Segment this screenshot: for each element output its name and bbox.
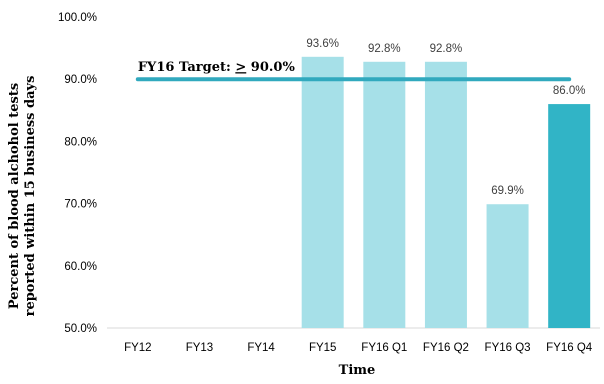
- x-tick-label: FY12: [124, 342, 152, 354]
- bar: [363, 61, 406, 329]
- x-tick-label: FY16 Q3: [485, 342, 531, 354]
- y-tick-label: 70.0%: [64, 199, 97, 211]
- data-label: 86.0%: [553, 85, 586, 97]
- y-tick-label: 80.0%: [64, 136, 97, 148]
- x-tick-label: FY15: [309, 342, 337, 354]
- x-tick-label: FY13: [186, 342, 214, 354]
- labels-layer: 93.6% 92.8% 92.8% 69.9% 86.0%: [306, 38, 585, 197]
- x-tick-label: FY16 Q1: [361, 342, 407, 354]
- x-axis-title: Time: [339, 363, 376, 378]
- y-axis-title-line-2: reported within 15 business days: [23, 76, 38, 317]
- axes-layer: 50.0% 60.0% 70.0% 80.0% 90.0% 100.0% FY12 FY13 F…: [58, 12, 600, 354]
- y-axis-title-line-1: Percent of blood alchohol tests: [7, 83, 22, 309]
- x-tick-label: FY16 Q4: [546, 342, 593, 354]
- y-tick-label: 50.0%: [64, 323, 97, 335]
- data-label: 69.9%: [491, 185, 524, 197]
- data-label: 92.8%: [430, 43, 463, 55]
- bar: [548, 104, 591, 328]
- target-layer: FY16 Target: > 90.0%: [135, 60, 572, 82]
- bar: [424, 61, 467, 329]
- y-tick-label: 100.0%: [58, 12, 97, 24]
- y-tick-label: 90.0%: [64, 74, 97, 86]
- bar: [301, 56, 344, 329]
- x-tick-label: FY14: [247, 342, 275, 354]
- x-tick-label: FY16 Q2: [423, 342, 469, 354]
- bars-layer: [301, 56, 591, 329]
- target-label: FY16 Target: > 90.0%: [138, 60, 296, 75]
- data-label: 93.6%: [306, 38, 339, 50]
- y-tick-label: 60.0%: [64, 261, 97, 273]
- bar: [486, 204, 529, 328]
- data-label: 92.8%: [368, 43, 401, 55]
